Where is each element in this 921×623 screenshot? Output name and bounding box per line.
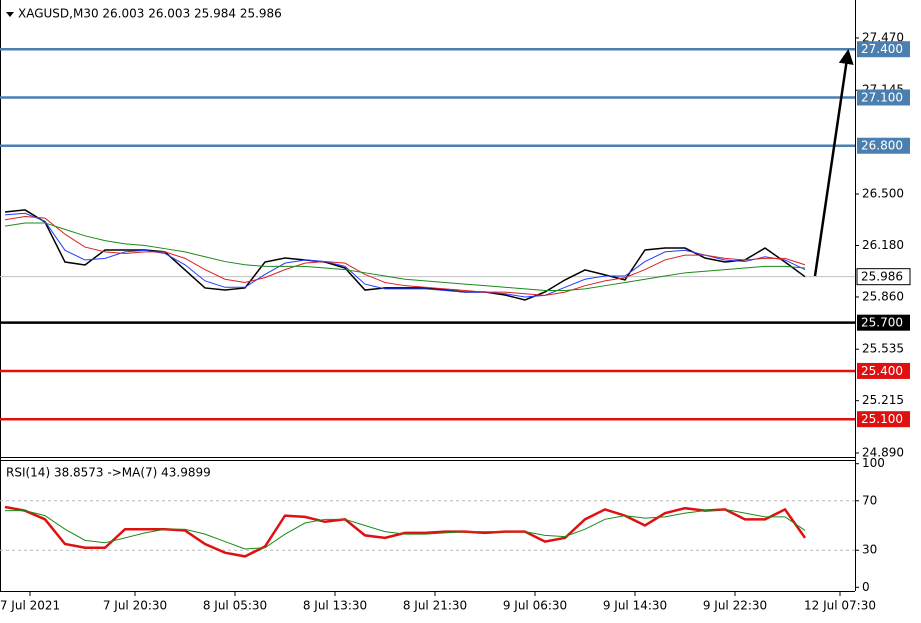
y-tick-label: 30 bbox=[862, 543, 877, 557]
x-tick-label: 8 Jul 21:30 bbox=[403, 599, 467, 613]
y-tick-label: 27.470 bbox=[862, 30, 904, 44]
x-tick-label: 9 Jul 06:30 bbox=[503, 599, 567, 613]
x-tick-label: 8 Jul 13:30 bbox=[303, 599, 367, 613]
x-tick-label: 7 Jul 20:30 bbox=[103, 599, 167, 613]
level-label: 26.800 bbox=[861, 139, 903, 153]
y-tick-label: 25.860 bbox=[862, 289, 904, 303]
level-label-box bbox=[857, 362, 910, 379]
level-label: 25.100 bbox=[861, 412, 903, 426]
level-label-box bbox=[857, 89, 910, 106]
level-label: 27.100 bbox=[861, 90, 903, 104]
level-label-box bbox=[857, 41, 910, 58]
y-tick-label: 25.535 bbox=[862, 342, 904, 356]
level-label: 27.400 bbox=[861, 42, 903, 56]
menu-triangle bbox=[6, 12, 14, 17]
y-tick-label: 26.500 bbox=[862, 186, 904, 200]
series-line bbox=[4, 222, 806, 292]
level-label-box bbox=[857, 137, 910, 154]
level-label: 25.400 bbox=[861, 364, 903, 378]
x-tick-label: 7 Jul 2021 bbox=[0, 599, 60, 613]
forecast-arrow bbox=[813, 49, 854, 277]
current-price-label: 25.986 bbox=[861, 270, 903, 284]
x-tick-label: 9 Jul 14:30 bbox=[603, 599, 667, 613]
chart-title: XAGUSD,M30 26.003 26.003 25.984 25.986 bbox=[18, 7, 282, 21]
series-line bbox=[4, 212, 806, 298]
level-label-box bbox=[857, 314, 910, 331]
x-tick-label: 8 Jul 05:30 bbox=[203, 599, 267, 613]
y-tick-label: 24.890 bbox=[862, 445, 904, 459]
level-label-box bbox=[857, 411, 910, 428]
y-tick-label: 26.180 bbox=[862, 238, 904, 252]
series-line bbox=[4, 216, 806, 296]
plot: 27.47027.14526.50026.18025.86025.53525.2… bbox=[0, 30, 911, 613]
y-tick-label: 0 bbox=[862, 580, 870, 594]
series-line bbox=[4, 505, 807, 558]
level-label: 25.700 bbox=[861, 316, 903, 330]
series-line bbox=[4, 209, 806, 301]
current-price-box bbox=[856, 268, 911, 286]
y-tick-label: 100 bbox=[862, 456, 885, 470]
x-tick-label: 9 Jul 22:30 bbox=[703, 599, 767, 613]
y-tick-label: 25.215 bbox=[862, 393, 904, 407]
rsi-title: RSI(14) 38.8573 ->MA(7) 43.9899 bbox=[6, 466, 211, 480]
x-tick-label: 12 Jul 07:30 bbox=[804, 599, 876, 613]
y-tick-label: 70 bbox=[862, 493, 877, 507]
series-line bbox=[5, 508, 806, 550]
